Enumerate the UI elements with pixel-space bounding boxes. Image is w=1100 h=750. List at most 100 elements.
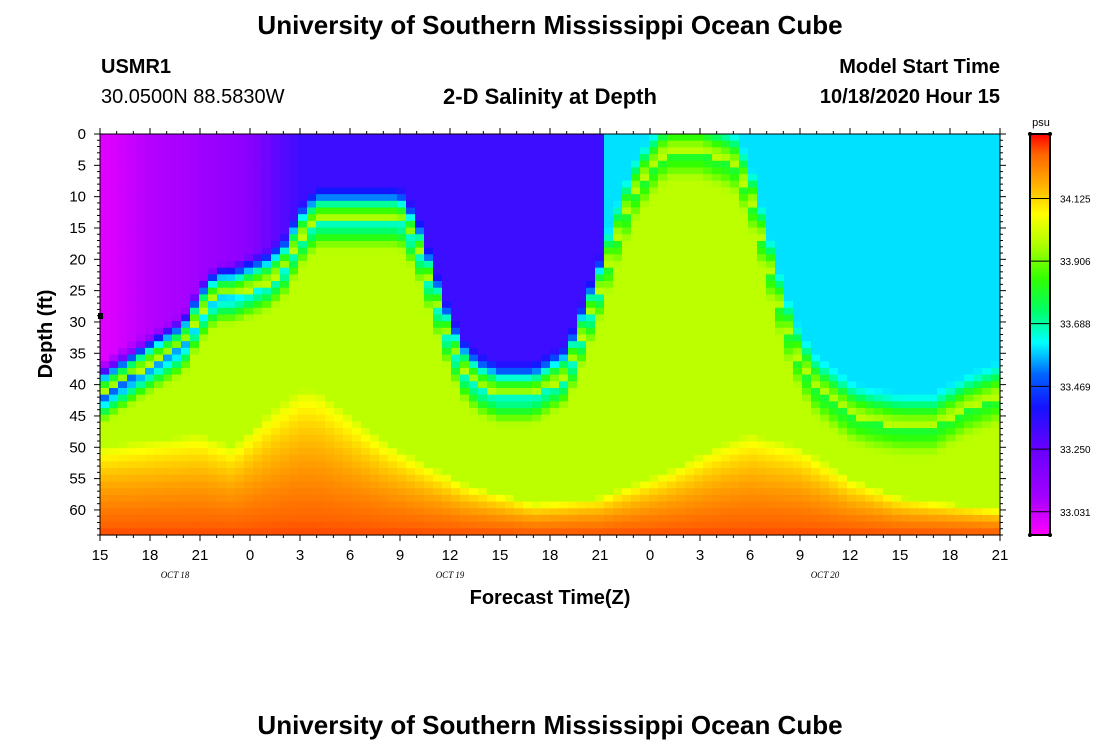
- heatmap-cell: [226, 481, 236, 489]
- heatmap-cell: [145, 428, 155, 436]
- heatmap-cell: [505, 528, 515, 536]
- heatmap-cell: [406, 254, 416, 262]
- heatmap-cell: [730, 167, 740, 175]
- heatmap-cell: [334, 194, 344, 202]
- heatmap-cell: [820, 441, 830, 449]
- heatmap-cell: [154, 154, 164, 162]
- heatmap-cell: [469, 408, 479, 416]
- heatmap-cell: [469, 301, 479, 309]
- heatmap-cell: [352, 140, 362, 148]
- heatmap-cell: [181, 347, 191, 356]
- heatmap-cell: [478, 167, 488, 175]
- heatmap-cell: [667, 214, 677, 222]
- heatmap-cell: [469, 307, 479, 316]
- heatmap-cell: [289, 321, 299, 329]
- heatmap-cell: [604, 234, 614, 242]
- heatmap-cell: [181, 528, 191, 536]
- heatmap-cell: [631, 200, 641, 209]
- heatmap-cell: [793, 514, 803, 523]
- heatmap-cell: [289, 441, 299, 449]
- heatmap-cell: [514, 494, 524, 503]
- heatmap-cell: [838, 414, 848, 422]
- heatmap-cell: [127, 334, 137, 342]
- heatmap-cell: [334, 301, 344, 309]
- heatmap-cell: [172, 448, 182, 456]
- heatmap-cell: [568, 254, 578, 262]
- heatmap-cell: [721, 274, 731, 282]
- heatmap-cell: [370, 441, 380, 449]
- heatmap-cell: [244, 521, 254, 529]
- heatmap-cell: [208, 468, 218, 476]
- heatmap-cell: [370, 314, 380, 322]
- heatmap-cell: [343, 194, 353, 202]
- heatmap-cell: [244, 361, 254, 369]
- heatmap-cell: [802, 401, 812, 409]
- heatmap-cell: [262, 408, 272, 416]
- heatmap-cell: [298, 260, 308, 269]
- heatmap-cell: [568, 281, 578, 289]
- heatmap-cell: [559, 160, 569, 169]
- heatmap-cell: [577, 361, 587, 369]
- heatmap-cell: [766, 187, 776, 195]
- heatmap-cell: [595, 254, 605, 262]
- heatmap-cell: [307, 160, 317, 169]
- heatmap-cell: [397, 134, 407, 142]
- heatmap-cell: [712, 461, 722, 469]
- heatmap-cell: [199, 287, 209, 295]
- heatmap-cell: [586, 347, 596, 356]
- heatmap-cell: [739, 367, 749, 376]
- heatmap-cell: [271, 240, 281, 249]
- heatmap-cell: [154, 327, 164, 336]
- heatmap-cell: [541, 334, 551, 342]
- heatmap-cell: [127, 528, 137, 536]
- heatmap-cell: [271, 227, 281, 235]
- heatmap-cell: [487, 154, 497, 162]
- heatmap-cell: [172, 187, 182, 195]
- heatmap-cell: [784, 488, 794, 496]
- heatmap-cell: [298, 234, 308, 242]
- heatmap-cell: [793, 294, 803, 302]
- heatmap-cell: [577, 154, 587, 162]
- heatmap-cell: [631, 494, 641, 503]
- heatmap-cell: [433, 187, 443, 195]
- heatmap-cell: [172, 508, 182, 516]
- heatmap-cell: [784, 394, 794, 402]
- heatmap-cell: [613, 347, 623, 356]
- heatmap-cell: [370, 240, 380, 249]
- heatmap-cell: [838, 274, 848, 282]
- heatmap-cell: [820, 428, 830, 436]
- heatmap-cell: [298, 327, 308, 336]
- heatmap-cell: [415, 521, 425, 529]
- heatmap-cell: [766, 501, 776, 509]
- heatmap-cell: [163, 240, 173, 249]
- heatmap-cell: [766, 341, 776, 349]
- heatmap-cell: [136, 214, 146, 222]
- heatmap-cell: [577, 147, 587, 155]
- heatmap-cell: [172, 488, 182, 496]
- heatmap-cell: [784, 307, 794, 316]
- heatmap-cell: [577, 514, 587, 523]
- heatmap-cell: [298, 428, 308, 436]
- heatmap-cell: [433, 214, 443, 222]
- heatmap-cell: [550, 274, 560, 282]
- heatmap-cell: [460, 401, 470, 409]
- heatmap-cell: [415, 514, 425, 523]
- heatmap-cell: [505, 474, 515, 483]
- heatmap-cell: [757, 334, 767, 342]
- heatmap-cell: [316, 147, 326, 155]
- heatmap-cell: [208, 361, 218, 369]
- heatmap-cell: [451, 421, 461, 429]
- heatmap-cell: [622, 461, 632, 469]
- heatmap-cell: [316, 287, 326, 295]
- heatmap-cell: [298, 287, 308, 295]
- heatmap-cell: [172, 287, 182, 295]
- heatmap-cell: [640, 521, 650, 529]
- heatmap-cell: [739, 160, 749, 169]
- heatmap-cell: [550, 488, 560, 496]
- heatmap-cell: [208, 408, 218, 416]
- heatmap-cell: [271, 461, 281, 469]
- heatmap-cell: [514, 488, 524, 496]
- heatmap-cell: [550, 394, 560, 402]
- heatmap-cell: [172, 321, 182, 329]
- heatmap-cell: [307, 321, 317, 329]
